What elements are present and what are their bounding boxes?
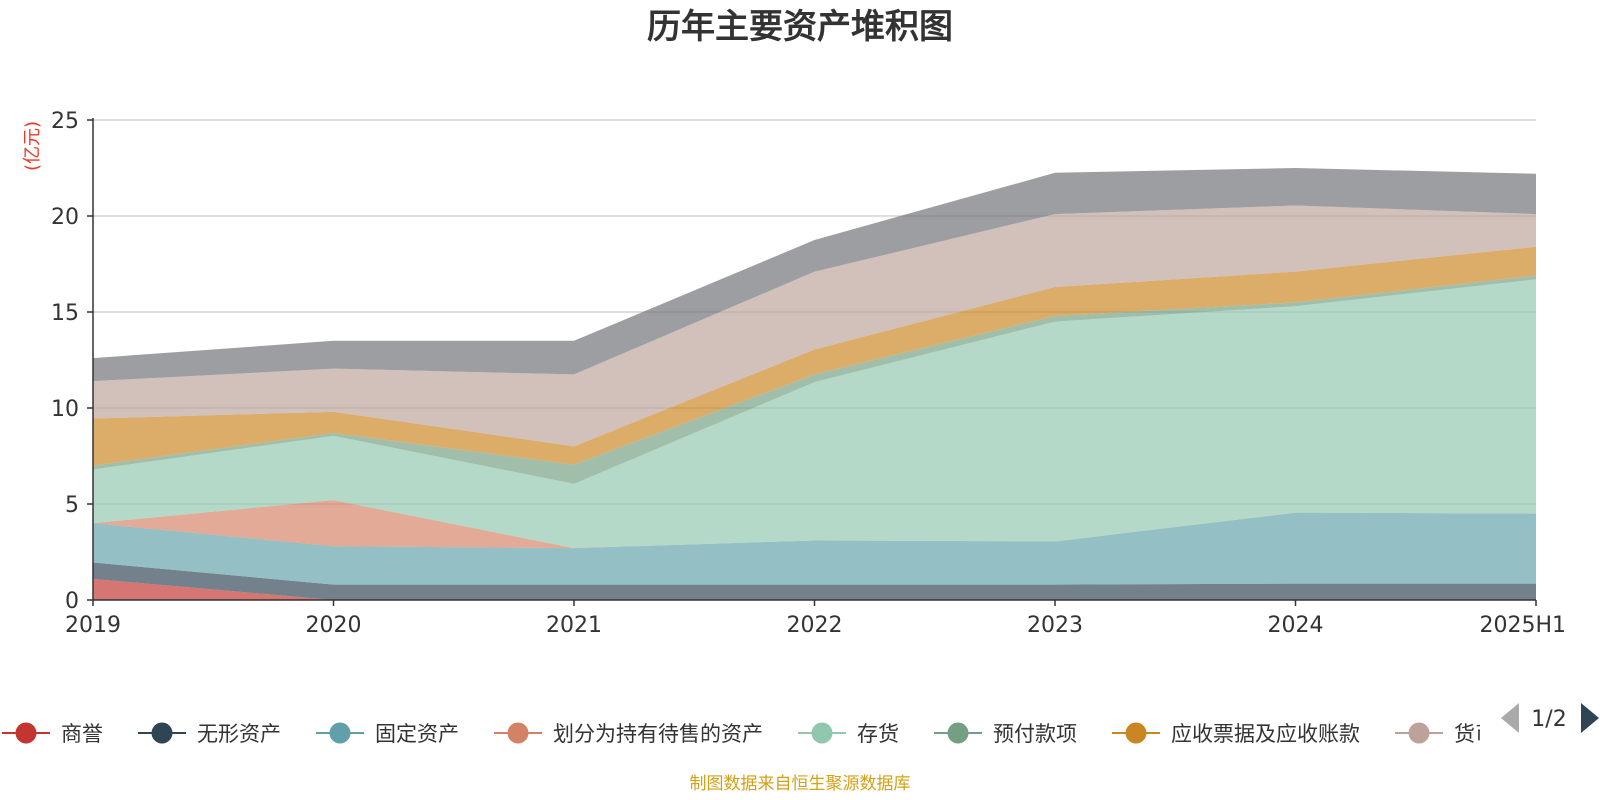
legend-marker-icon — [507, 722, 529, 744]
legend-item-1[interactable]: 无形资产 — [138, 722, 281, 746]
x-tick-label: 2019 — [65, 613, 121, 638]
legend-item-0[interactable]: 商誉 — [2, 722, 103, 746]
area-series-0[interactable] — [93, 578, 1536, 600]
legend-marker-icon — [1125, 722, 1147, 744]
legend-item-2[interactable]: 固定资产 — [316, 722, 459, 746]
legend-pager: 1/2 — [1501, 703, 1599, 733]
legend-label: 划分为持有待售的资产 — [553, 722, 763, 746]
legend-label: 预付款项 — [993, 722, 1077, 746]
legend-label: 应收票据及应收账款 — [1171, 722, 1360, 746]
area-series-4[interactable] — [93, 279, 1536, 549]
x-tick-label: 2021 — [546, 613, 602, 638]
legend-marker-icon — [329, 722, 351, 744]
legend-page-indicator: 1/2 — [1531, 707, 1566, 732]
legend-marker-icon — [811, 722, 833, 744]
legend-marker-icon — [151, 722, 173, 744]
x-tick-label: 2024 — [1268, 613, 1324, 638]
legend-item-7[interactable]: 货币资金 — [1395, 722, 1538, 746]
x-tick-label: 2025H1 — [1479, 613, 1566, 638]
legend-label: 商誉 — [61, 722, 103, 746]
area-series — [93, 168, 1536, 600]
next-page-icon[interactable] — [1581, 703, 1599, 733]
legend-label: 货币资金 — [1454, 722, 1538, 746]
area-series-3[interactable] — [93, 500, 1536, 549]
area-series-7[interactable] — [93, 205, 1536, 447]
legend-label: 无形资产 — [197, 722, 281, 746]
y-tick-label: 25 — [51, 109, 79, 134]
area-series-2[interactable] — [93, 512, 1536, 585]
legend-marker-icon — [15, 722, 37, 744]
legend-item-6[interactable]: 应收票据及应收账款 — [1112, 722, 1360, 746]
y-axis-label: (亿元) — [22, 121, 43, 171]
y-tick-label: 5 — [65, 493, 79, 518]
y-tick-label: 0 — [65, 589, 79, 614]
axes: 0 5 10 15 20 25 2019 2020 2021 2022 2023 2024 2025H1 — [51, 109, 1566, 638]
legend-item-5[interactable]: 预付款项 — [934, 722, 1077, 746]
y-tick-label: 10 — [51, 397, 79, 422]
y-tick-label: 20 — [51, 205, 79, 230]
area-series-1[interactable] — [93, 562, 1536, 600]
y-tick-label: 15 — [51, 301, 79, 326]
chart-title: 历年主要资产堆积图 — [647, 7, 953, 47]
legend-label: 存货 — [857, 722, 899, 746]
legend[interactable]: 商誉无形资产固定资产划分为持有待售的资产存货预付款项应收票据及应收账款货币资金其… — [2, 722, 1600, 746]
legend-marker-icon — [947, 722, 969, 744]
prev-page-icon[interactable] — [1501, 703, 1519, 733]
area-series-6[interactable] — [93, 246, 1536, 466]
legend-item-4[interactable]: 存货 — [798, 722, 899, 746]
legend-item-3[interactable]: 划分为持有待售的资产 — [494, 722, 763, 746]
legend-marker-icon — [1408, 722, 1430, 744]
x-tick-label: 2022 — [787, 613, 843, 638]
legend-label: 固定资产 — [375, 722, 459, 746]
area-series-5[interactable] — [93, 275, 1536, 484]
source-note: 制图数据来自恒生聚源数据库 — [690, 774, 911, 794]
area-series-8[interactable] — [93, 168, 1536, 382]
x-tick-label: 2020 — [306, 613, 362, 638]
x-tick-label: 2023 — [1027, 613, 1083, 638]
